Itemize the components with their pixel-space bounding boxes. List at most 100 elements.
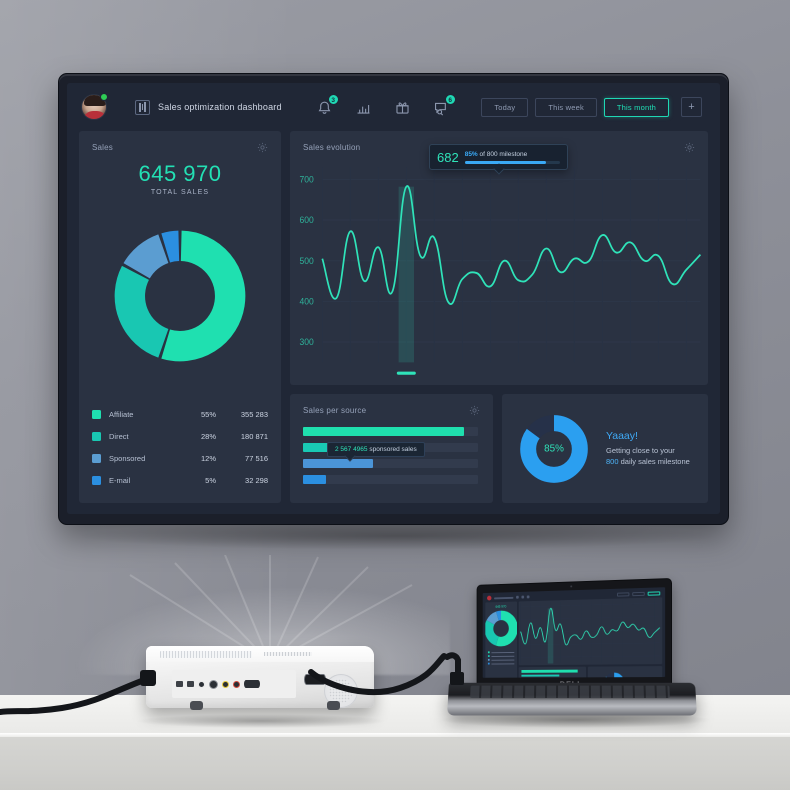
avatar[interactable] <box>81 93 108 120</box>
projector-port-panel <box>172 670 296 698</box>
legend-swatch <box>92 431 101 441</box>
laptop-lid: 645 970 <box>476 578 672 690</box>
total-sales-label: TOTAL SALES <box>150 189 210 196</box>
svg-text:700: 700 <box>299 174 313 184</box>
legend-name: Sponsored <box>109 453 146 463</box>
legend-value: 180 871 <box>240 431 268 441</box>
bar-tooltip: 2 567 4965 sponsored sales <box>327 442 425 462</box>
desk-edge <box>0 733 790 738</box>
source-bars: 2 567 4965 sponsored sales <box>290 416 493 503</box>
bar-fill-email <box>303 475 326 484</box>
desk-front-panel <box>0 737 790 790</box>
tooltip-text: 85% of 800 milestone <box>465 151 560 158</box>
mini-line-chart <box>518 597 662 665</box>
range-button-today[interactable]: Today <box>481 97 529 117</box>
bar-chart-icon[interactable] <box>355 99 372 116</box>
svg-text:500: 500 <box>299 255 313 265</box>
online-status-dot <box>100 93 108 101</box>
bell-badge: 3 <box>327 93 339 105</box>
dashboard-topbar: Sales optimization dashboard 3 <box>67 83 720 131</box>
bell-icon[interactable]: 3 <box>316 93 339 116</box>
webcam-icon <box>570 585 573 588</box>
dashboard-grid-icon <box>135 99 150 115</box>
mini-icon <box>526 595 530 599</box>
milestone-donut: 85% <box>520 414 588 483</box>
line-chart[interactable]: 300 400 500 600 700 <box>290 161 708 385</box>
mini-donut <box>485 608 516 649</box>
sales-legend: Affiliate 55% 355 283 Direct 28% 180 871 <box>79 399 281 503</box>
total-sales-value: 645 970 <box>138 161 222 186</box>
list-item[interactable]: E-mail 5% 32 298 <box>92 469 268 491</box>
milestone-line-1: Getting close to your <box>606 445 675 455</box>
gear-icon[interactable] <box>257 142 268 153</box>
projector-foot <box>327 701 340 710</box>
legend-percent: 5% <box>205 475 216 485</box>
bar-track[interactable] <box>303 459 478 468</box>
range-button-this-week[interactable]: This week <box>535 97 597 117</box>
rca-port-red <box>233 680 240 688</box>
legend-name: E-mail <box>109 475 131 485</box>
bar-tooltip-text: sponsored sales <box>369 446 417 453</box>
s-video-port <box>209 679 218 689</box>
range-button-this-month[interactable]: This month <box>603 97 669 117</box>
vga-port-connected <box>304 674 326 685</box>
legend-percent: 12% <box>200 453 216 463</box>
list-item[interactable]: Sponsored 12% 77 516 <box>92 447 268 469</box>
legend-value: 32 298 <box>245 475 268 485</box>
gift-icon[interactable] <box>394 99 411 116</box>
milestone-text: Yaaay! Getting close to your 800 daily s… <box>606 430 690 468</box>
gear-icon[interactable] <box>684 142 695 153</box>
bar-track[interactable] <box>303 475 478 484</box>
list-item[interactable]: Direct 28% 180 871 <box>92 425 268 447</box>
laptop-keyboard[interactable] <box>470 685 670 699</box>
dashboard-title-group: Sales optimization dashboard <box>135 99 282 115</box>
bar-fill-affiliate <box>303 427 464 436</box>
date-range-buttons: Today This week This month + <box>481 97 702 117</box>
sales-card: Sales 645 970 TOTAL SALES <box>79 131 281 503</box>
laptop-mini-dashboard: 645 970 <box>483 587 665 678</box>
legend-swatch <box>92 453 101 463</box>
projector-shadow <box>136 714 386 728</box>
rca-port-yellow <box>222 680 229 688</box>
svg-text:85%: 85% <box>544 443 564 454</box>
laptop-screen: 645 970 <box>482 587 666 678</box>
monitor-shadow <box>72 522 722 550</box>
mini-sales-card: 645 970 <box>485 601 517 678</box>
tooltip-progress-track <box>464 160 560 164</box>
svg-text:400: 400 <box>299 296 313 306</box>
legend-name: Direct <box>109 431 129 441</box>
mini-range-button <box>632 591 645 596</box>
milestone-target: 800 <box>606 456 619 466</box>
message-icon[interactable]: 6 <box>433 93 456 116</box>
legend-swatch <box>92 409 101 419</box>
projector-top-panel <box>146 646 374 662</box>
milestone-title: Yaaay! <box>606 429 638 442</box>
mini-source-card <box>518 666 586 678</box>
projector <box>128 640 390 728</box>
svg-text:600: 600 <box>299 215 313 225</box>
add-widget-button[interactable]: + <box>681 97 702 117</box>
mini-avatar <box>487 595 492 601</box>
left-column: Sales 645 970 TOTAL SALES <box>79 131 281 503</box>
mini-title <box>494 596 514 599</box>
projector-foot <box>190 701 203 710</box>
list-item[interactable]: Affiliate 55% 355 283 <box>92 403 268 425</box>
evolution-card-title: Sales evolution <box>303 143 361 152</box>
donut-svg <box>114 230 246 361</box>
bar-tooltip-value: 2 567 4965 <box>335 446 368 453</box>
gear-icon[interactable] <box>469 405 480 416</box>
bar-track[interactable] <box>303 427 478 436</box>
mini-milestone-donut <box>603 672 626 678</box>
projector-label <box>264 652 312 656</box>
mini-bottom-row <box>518 666 663 678</box>
page-title: Sales optimization dashboard <box>158 102 282 112</box>
chart-tooltip: 682 85% of 800 milestone <box>429 144 568 175</box>
bottom-row: Sales per source <box>290 394 708 503</box>
milestone-line-2: 800 daily sales milestone <box>606 457 690 468</box>
sps-card-title: Sales per source <box>303 406 367 415</box>
legend-percent: 28% <box>200 431 216 441</box>
line-chart-svg: 300 400 500 600 700 <box>299 167 702 375</box>
sales-card-header: Sales <box>79 131 281 153</box>
svg-text:300: 300 <box>299 337 313 347</box>
tooltip-progress-fill <box>464 160 546 164</box>
